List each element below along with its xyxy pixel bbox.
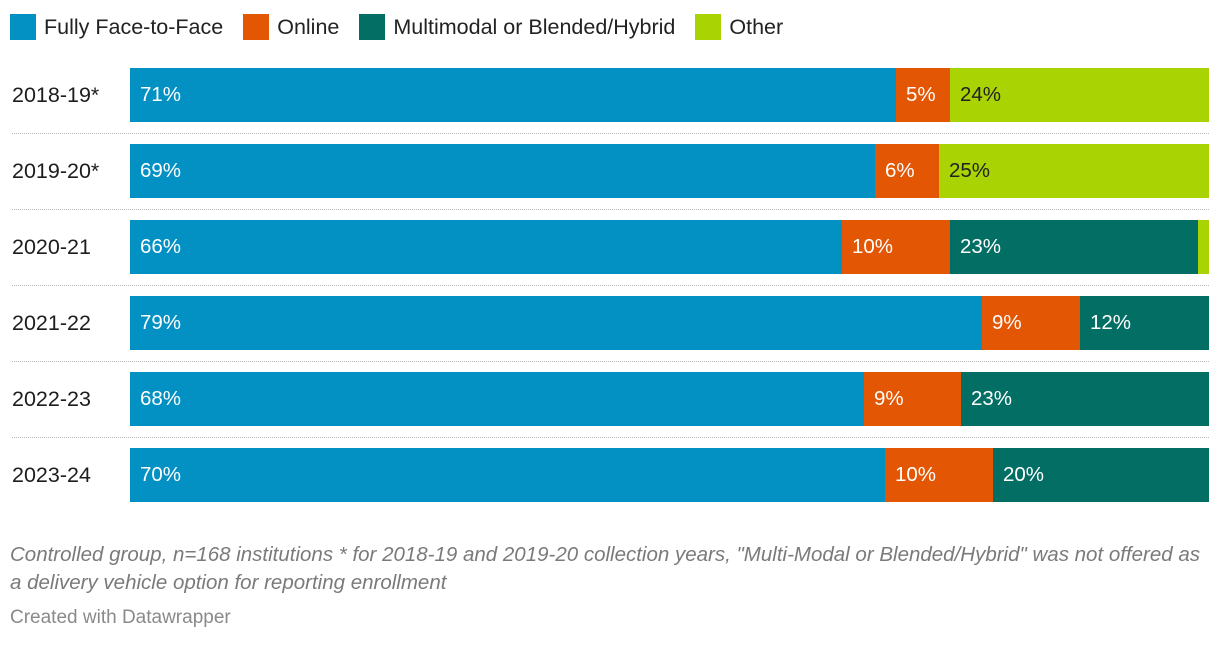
category-label: 2023-24 xyxy=(12,463,91,487)
legend-item-fully-face-to-face: Fully Face-to-Face xyxy=(10,14,223,40)
legend-item-other: Other xyxy=(695,14,783,40)
legend-label: Other xyxy=(729,14,784,39)
data-label: 10% xyxy=(852,235,894,258)
chart-legend: Fully Face-to-Face Online Multimodal or Bl… xyxy=(10,10,783,44)
row-divider xyxy=(12,285,1209,286)
data-label: 9% xyxy=(874,387,904,410)
data-label: 25% xyxy=(949,159,991,182)
category-label: 2018-19* xyxy=(12,83,100,107)
bar-row: 2022-23 68% 9% 23% xyxy=(0,372,1220,426)
data-label: 5% xyxy=(906,83,936,106)
data-label: 6% xyxy=(885,159,915,182)
bar-segment-online: 10% xyxy=(885,448,993,502)
bar-segment-online: 9% xyxy=(864,372,961,426)
data-label: 12% xyxy=(1090,311,1132,334)
legend-item-online: Online xyxy=(243,14,339,40)
data-label: 71% xyxy=(140,83,182,106)
data-label: 23% xyxy=(971,387,1013,410)
row-divider xyxy=(12,361,1209,362)
bar-segment-fully-face-to-face: 70% xyxy=(130,448,885,502)
category-label: 2019-20* xyxy=(12,159,100,183)
bar-segment-multimodal-or-blended-hybrid: 20% xyxy=(993,448,1209,502)
data-label: 70% xyxy=(140,463,182,486)
bar-segment-fully-face-to-face: 71% xyxy=(130,68,896,122)
data-label: 10% xyxy=(895,463,937,486)
category-label: 2020-21 xyxy=(12,235,91,259)
chart-footnote: Controlled group, n=168 institutions * f… xyxy=(10,543,1201,594)
data-label: 20% xyxy=(1003,463,1045,486)
legend-swatch xyxy=(359,14,386,40)
bar-segment-online: 6% xyxy=(875,144,939,198)
data-label: 24% xyxy=(960,83,1002,106)
bar-segment-fully-face-to-face: 66% xyxy=(130,220,842,274)
legend-label: Fully Face-to-Face xyxy=(44,14,224,39)
stacked-bar: 68% 9% 23% xyxy=(130,372,1209,426)
bar-segment-fully-face-to-face: 68% xyxy=(130,372,864,426)
data-label: 66% xyxy=(140,235,182,258)
bar-segment-multimodal-or-blended-hybrid: 12% xyxy=(1080,296,1209,350)
legend-swatch xyxy=(243,14,270,40)
stacked-bar: 79% 9% 12% xyxy=(130,296,1209,350)
legend-label: Online xyxy=(277,14,340,39)
bar-segment-online: 5% xyxy=(896,68,950,122)
data-label: 79% xyxy=(140,311,182,334)
row-divider xyxy=(12,209,1209,210)
legend-swatch xyxy=(695,14,722,40)
bar-segment-multimodal-or-blended-hybrid: 23% xyxy=(950,220,1198,274)
bar-row: 2018-19* 71% 5% 24% xyxy=(0,68,1220,122)
bar-segment-fully-face-to-face: 69% xyxy=(130,144,875,198)
row-divider xyxy=(12,437,1209,438)
bar-segment-fully-face-to-face: 79% xyxy=(130,296,982,350)
legend-item-multimodal-or-blended-hybrid: Multimodal or Blended/Hybrid xyxy=(359,14,675,40)
chart-credit: Created with Datawrapper xyxy=(10,607,231,628)
bar-segment-online: 10% xyxy=(842,220,950,274)
bar-segment-multimodal-or-blended-hybrid: 23% xyxy=(961,372,1209,426)
stacked-bar: 66% 10% 23% xyxy=(130,220,1209,274)
legend-swatch xyxy=(10,14,36,40)
bar-row: 2021-22 79% 9% 12% xyxy=(0,296,1220,350)
category-label: 2022-23 xyxy=(12,387,91,411)
data-label: 23% xyxy=(960,235,1002,258)
stacked-bar-chart: 2018-19* 71% 5% 24% 2019-20* 69% 6% 25% 2020-21 6… xyxy=(0,68,1220,504)
stacked-bar: 69% 6% 25% xyxy=(130,144,1209,198)
data-label: 9% xyxy=(992,311,1022,334)
bar-row: 2019-20* 69% 6% 25% xyxy=(0,144,1220,198)
legend-label: Multimodal or Blended/Hybrid xyxy=(393,14,676,39)
data-label: 68% xyxy=(140,387,182,410)
bar-segment-other: 24% xyxy=(950,68,1209,122)
bar-segment-other: 25% xyxy=(939,144,1209,198)
category-label: 2021-22 xyxy=(12,311,91,335)
stacked-bar: 70% 10% 20% xyxy=(130,448,1209,502)
data-label: 69% xyxy=(140,159,182,182)
row-divider xyxy=(12,133,1209,134)
bar-segment-other xyxy=(1198,220,1209,274)
bar-segment-online: 9% xyxy=(982,296,1080,350)
bar-row: 2020-21 66% 10% 23% xyxy=(0,220,1220,274)
bar-row: 2023-24 70% 10% 20% xyxy=(0,448,1220,502)
stacked-bar: 71% 5% 24% xyxy=(130,68,1209,122)
